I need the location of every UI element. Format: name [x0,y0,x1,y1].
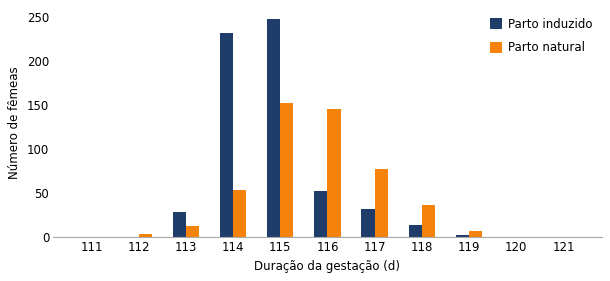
Y-axis label: Número de fêmeas: Número de fêmeas [9,66,21,179]
Bar [422,205,435,237]
Bar [409,225,422,237]
Bar [186,226,199,237]
Bar [138,234,152,237]
Bar [328,108,341,237]
Bar [233,190,246,237]
Bar [456,235,469,237]
Bar [173,212,186,237]
Bar [362,209,375,237]
Bar [314,191,328,237]
Bar [220,33,233,237]
Bar [267,19,280,237]
Bar [280,103,293,237]
X-axis label: Duração da gestação (d): Duração da gestação (d) [254,260,401,273]
Bar [469,231,483,237]
Legend: Parto induzido, Parto natural: Parto induzido, Parto natural [486,14,596,58]
Bar [375,169,388,237]
